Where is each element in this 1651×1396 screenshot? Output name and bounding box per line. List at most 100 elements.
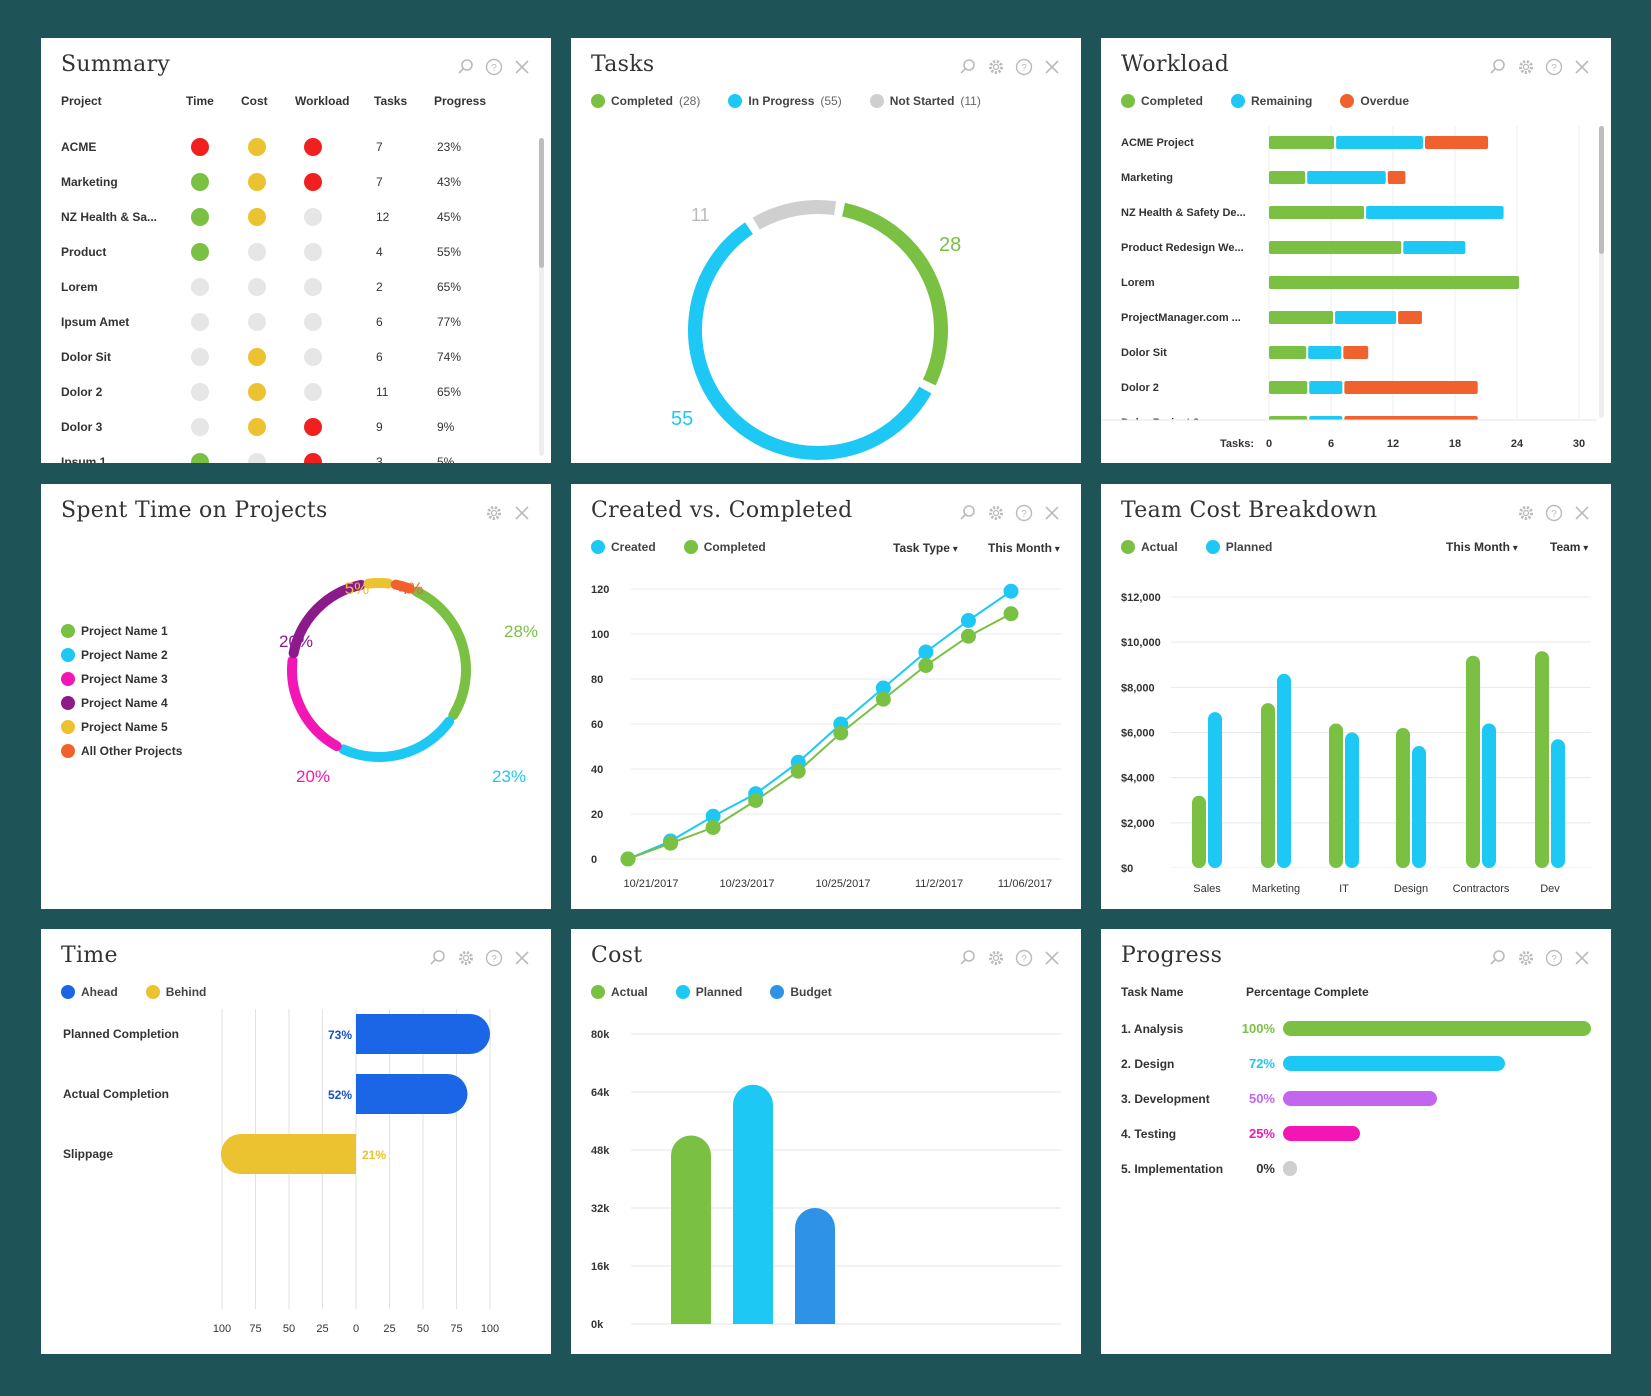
legend-item[interactable]: Project Name 4	[61, 696, 168, 710]
help-icon[interactable]: ?	[485, 58, 503, 76]
progress-value: 9%	[437, 420, 455, 434]
table-row[interactable]: Dolor 3 9 9%	[41, 418, 531, 440]
legend-item[interactable]: All Other Projects	[61, 744, 182, 758]
table-row[interactable]: Dolor Sit 6 74%	[41, 348, 531, 370]
legend-item[interactable]: Project Name 3	[61, 672, 168, 686]
period-dropdown[interactable]: This Month	[988, 541, 1060, 555]
table-row[interactable]: Marketing 7 43%	[41, 173, 531, 195]
close-icon[interactable]	[1043, 58, 1061, 76]
table-row[interactable]: Ipsum Amet 6 77%	[41, 313, 531, 335]
close-icon[interactable]	[513, 504, 531, 522]
gear-icon[interactable]	[1517, 58, 1535, 76]
close-icon[interactable]	[513, 58, 531, 76]
task-type-dropdown[interactable]: Task Type	[893, 541, 958, 555]
y-tick-label: $12,000	[1121, 592, 1161, 604]
search-icon[interactable]	[959, 504, 977, 522]
gear-icon[interactable]	[485, 504, 503, 522]
time-status-dot	[191, 173, 209, 191]
team-dropdown[interactable]: Team	[1550, 540, 1588, 554]
legend-item[interactable]: Not Started (11)	[869, 94, 981, 108]
help-icon[interactable]: ?	[1015, 949, 1033, 967]
legend-label: Actual	[1141, 540, 1178, 554]
help-icon[interactable]: ?	[1545, 504, 1563, 522]
chart-legend: Created Completed	[591, 540, 766, 554]
legend-item[interactable]: Project Name 1	[61, 624, 168, 638]
help-icon[interactable]: ?	[1015, 58, 1033, 76]
help-icon[interactable]: ?	[1545, 58, 1563, 76]
gear-icon[interactable]	[987, 504, 1005, 522]
gear-icon[interactable]	[1517, 504, 1535, 522]
period-dropdown[interactable]: This Month	[1446, 540, 1518, 554]
scrollbar-thumb[interactable]	[539, 138, 544, 268]
panel-title: Progress	[1121, 943, 1223, 968]
progress-row[interactable]: 4. Testing 25%	[1101, 1124, 1611, 1144]
table-row[interactable]: Lorem 2 65%	[41, 278, 531, 300]
progress-row[interactable]: 5. Implementation 0%	[1101, 1159, 1611, 1179]
search-icon[interactable]	[1489, 58, 1507, 76]
scrollbar[interactable]	[1599, 126, 1604, 418]
close-icon[interactable]	[1573, 504, 1591, 522]
x-tick-label: 6	[1328, 438, 1334, 450]
category-label: Dolor Sit	[1121, 347, 1167, 359]
panel-toolbar: ?	[429, 949, 531, 967]
progress-row[interactable]: 2. Design 72%	[1101, 1054, 1611, 1074]
legend-item[interactable]: Project Name 5	[61, 720, 168, 734]
gear-icon[interactable]	[457, 949, 475, 967]
donut-segment	[752, 200, 837, 230]
segment-label: 23%	[492, 767, 526, 786]
help-icon[interactable]: ?	[1015, 504, 1033, 522]
search-icon[interactable]	[429, 949, 447, 967]
legend-item[interactable]: Behind	[145, 985, 206, 999]
column-header: Project	[61, 94, 102, 108]
legend-item[interactable]: Budget	[770, 985, 832, 999]
legend-item[interactable]: Actual	[1121, 540, 1178, 554]
search-icon[interactable]	[959, 58, 977, 76]
legend-item[interactable]: In Progress (55)	[728, 94, 842, 108]
search-icon[interactable]	[959, 949, 977, 967]
progress-value: 74%	[437, 350, 462, 364]
legend-dot	[61, 985, 75, 999]
legend-label: Project Name 5	[81, 720, 168, 734]
close-icon[interactable]	[1043, 949, 1061, 967]
gear-icon[interactable]	[987, 949, 1005, 967]
close-icon[interactable]	[1043, 504, 1061, 522]
panel-title: Team Cost Breakdown	[1121, 498, 1378, 523]
scrollbar-thumb[interactable]	[1599, 126, 1604, 254]
table-row[interactable]: NZ Health & Sa... 12 45%	[41, 208, 531, 230]
legend-item[interactable]: Overdue	[1340, 94, 1409, 108]
legend-item[interactable]: Remaining	[1231, 94, 1312, 108]
legend-item[interactable]: Ahead	[61, 985, 118, 999]
legend-item[interactable]: Created	[591, 540, 656, 554]
legend-item[interactable]: Project Name 2	[61, 648, 168, 662]
segment-label: 28	[939, 234, 961, 256]
segment-label: 55	[671, 408, 693, 430]
table-row[interactable]: ACME 7 23%	[41, 138, 531, 160]
legend-item[interactable]: Completed	[683, 540, 766, 554]
progress-row[interactable]: 1. Analysis 100%	[1101, 1019, 1611, 1039]
gear-icon[interactable]	[1517, 949, 1535, 967]
help-icon[interactable]: ?	[1545, 949, 1563, 967]
legend-item[interactable]: Planned	[1205, 540, 1272, 554]
scrollbar[interactable]	[539, 138, 544, 456]
chart-legend: Completed Remaining Overdue	[1121, 94, 1409, 108]
table-row[interactable]: Product 4 55%	[41, 243, 531, 265]
legend-item[interactable]: Actual	[591, 985, 648, 999]
table-row[interactable]: Ipsum 1 3 5%	[41, 453, 531, 463]
search-icon[interactable]	[1489, 949, 1507, 967]
tasks-count: 11	[376, 385, 389, 399]
table-row[interactable]: Dolor 2 11 65%	[41, 383, 531, 405]
legend-item[interactable]: Completed	[1121, 94, 1203, 108]
close-icon[interactable]	[1573, 58, 1591, 76]
search-icon[interactable]	[457, 58, 475, 76]
legend-item[interactable]: Planned	[675, 985, 742, 999]
close-icon[interactable]	[513, 949, 531, 967]
y-tick-label: $0	[1121, 863, 1133, 875]
legend-item[interactable]: Completed (28)	[591, 94, 700, 108]
gear-icon[interactable]	[987, 58, 1005, 76]
help-icon[interactable]: ?	[485, 949, 503, 967]
y-tick-label: 40	[591, 764, 603, 776]
category-label: Product Redesign We...	[1121, 242, 1244, 254]
bar	[1396, 727, 1410, 868]
close-icon[interactable]	[1573, 949, 1591, 967]
progress-row[interactable]: 3. Development 50%	[1101, 1089, 1611, 1109]
